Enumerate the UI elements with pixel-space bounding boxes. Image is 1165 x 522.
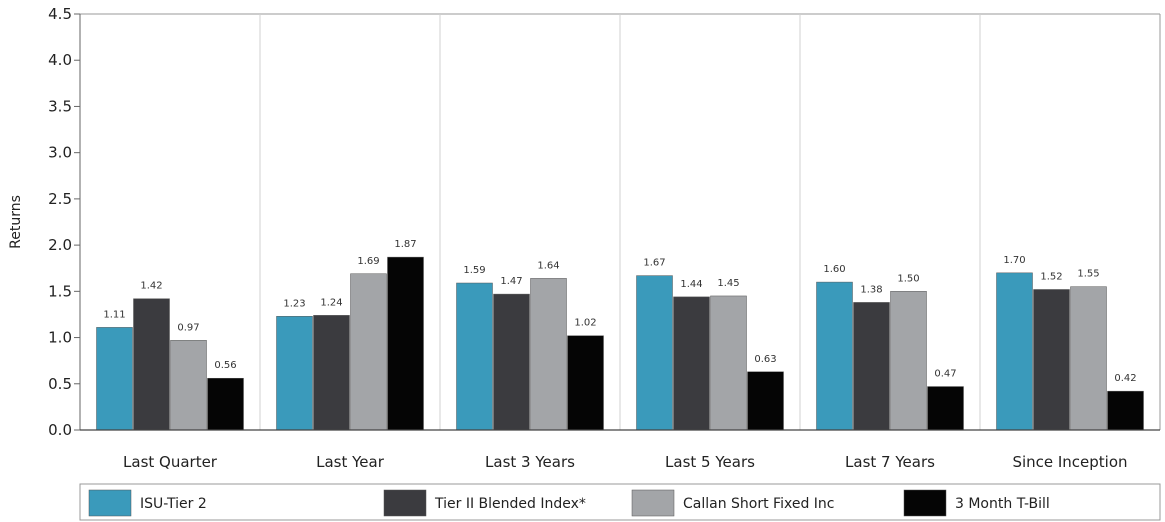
bar	[207, 377, 244, 431]
category-separators	[259, 14, 981, 430]
data-label: 1.42	[140, 281, 162, 292]
data-label: 1.11	[103, 309, 125, 320]
data-label: 1.64	[537, 260, 559, 271]
bar	[456, 282, 493, 431]
legend-swatch	[88, 489, 132, 517]
x-tick-label: Last Year	[316, 453, 385, 471]
bar	[350, 273, 387, 431]
y-tick-label: 1.5	[48, 282, 72, 300]
legend-box	[79, 483, 1161, 521]
bar	[747, 371, 784, 431]
y-axis: 0.0 0.5 1.0 1.5 2.0 2.5 3.0 3.5 4.0 4.5	[48, 5, 81, 439]
bar	[530, 278, 567, 431]
data-label: 1.44	[680, 279, 702, 290]
bar	[313, 315, 350, 431]
data-label: 1.47	[500, 276, 522, 287]
legend: ISU-Tier 2 Tier II Blended Index* Callan S…	[79, 483, 1161, 521]
x-tick-label: Last 3 Years	[485, 453, 575, 471]
bar	[890, 291, 927, 431]
bar	[170, 340, 207, 431]
data-label: 1.87	[394, 239, 416, 250]
data-label: 1.59	[463, 265, 485, 276]
x-tick-label: Last Quarter	[123, 453, 218, 471]
bar	[673, 296, 710, 431]
x-tick-label: Since Inception	[1012, 453, 1127, 471]
bar	[276, 316, 313, 431]
legend-swatch	[383, 489, 427, 517]
data-label: 0.97	[177, 322, 199, 333]
bar	[1070, 286, 1107, 431]
bar	[567, 335, 604, 431]
data-label: 1.52	[1040, 271, 1062, 282]
legend-swatch	[903, 489, 947, 517]
y-tick-label: 0.5	[48, 375, 72, 393]
data-label: 0.42	[1114, 373, 1136, 384]
y-tick-label: 4.0	[48, 51, 72, 69]
y-tick-label: 2.0	[48, 236, 72, 254]
x-tick-label: Last 5 Years	[665, 453, 755, 471]
legend-label: Callan Short Fixed Inc	[683, 496, 834, 512]
data-label: 1.69	[357, 256, 379, 267]
bar	[927, 386, 964, 431]
data-label: 0.47	[934, 369, 956, 380]
legend-label: ISU-Tier 2	[140, 496, 207, 512]
data-label: 1.70	[1003, 255, 1025, 266]
data-label: 0.56	[214, 360, 236, 371]
legend-swatch	[631, 489, 675, 517]
bars	[96, 256, 1144, 431]
bar	[493, 293, 530, 431]
y-tick-label: 4.5	[48, 5, 72, 23]
data-label: 1.67	[643, 258, 665, 269]
bar	[133, 298, 170, 431]
bar	[96, 327, 133, 431]
bar	[816, 281, 853, 431]
bar	[1107, 390, 1144, 431]
legend-label: 3 Month T-Bill	[955, 496, 1050, 512]
bar	[996, 272, 1033, 431]
value-labels: 1.11 1.42 0.97 0.56 1.23 1.24 1.69 1.87 1.59 1.47…	[103, 239, 1136, 384]
data-label: 1.55	[1077, 269, 1099, 280]
data-label: 1.02	[574, 318, 596, 329]
data-label: 1.45	[717, 278, 739, 289]
bar	[853, 302, 890, 431]
y-tick-label: 3.5	[48, 97, 72, 115]
data-label: 1.24	[320, 297, 342, 308]
data-label: 1.50	[897, 273, 919, 284]
x-tick-label: Last 7 Years	[845, 453, 935, 471]
bar	[387, 256, 424, 431]
bar	[1033, 289, 1070, 431]
data-label: 1.23	[283, 298, 305, 309]
legend-label: Tier II Blended Index*	[434, 496, 586, 512]
bar	[710, 295, 747, 431]
y-axis-title: Returns	[8, 195, 24, 249]
y-tick-label: 1.0	[48, 329, 72, 347]
y-tick-label: 2.5	[48, 190, 72, 208]
data-label: 1.38	[860, 284, 882, 295]
bar	[636, 275, 673, 431]
y-tick-label: 0.0	[48, 421, 72, 439]
data-label: 1.60	[823, 264, 845, 275]
data-label: 0.63	[754, 354, 776, 365]
x-axis: Last Quarter Last Year Last 3 Years Last 5 …	[80, 429, 1160, 471]
y-tick-label: 3.0	[48, 144, 72, 162]
